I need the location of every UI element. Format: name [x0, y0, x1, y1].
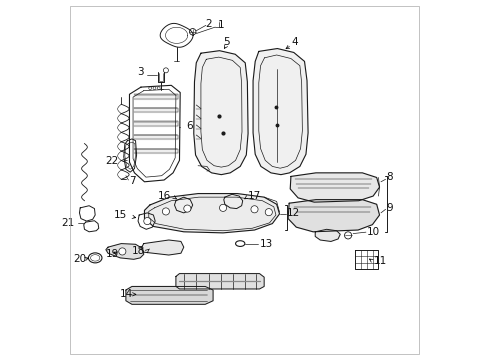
Text: 21: 21 [61, 218, 75, 228]
Polygon shape [174, 197, 192, 213]
Circle shape [183, 205, 190, 212]
Polygon shape [134, 108, 178, 112]
Text: 11: 11 [373, 256, 386, 266]
Text: 5: 5 [223, 37, 229, 48]
Polygon shape [253, 49, 307, 175]
Polygon shape [176, 274, 264, 289]
Text: 10: 10 [366, 227, 379, 237]
Circle shape [119, 248, 125, 255]
Text: 14: 14 [120, 289, 133, 299]
Polygon shape [193, 51, 247, 175]
Text: 1: 1 [218, 19, 224, 30]
Polygon shape [134, 149, 178, 153]
Text: 18: 18 [132, 246, 145, 256]
Text: 17: 17 [247, 191, 261, 201]
Text: 16: 16 [158, 191, 171, 201]
Polygon shape [315, 229, 340, 242]
Text: 13: 13 [259, 239, 272, 249]
Text: 12: 12 [286, 208, 299, 218]
Circle shape [250, 206, 258, 213]
Polygon shape [141, 240, 183, 255]
Polygon shape [290, 173, 379, 202]
Text: 3: 3 [137, 67, 143, 77]
Polygon shape [134, 94, 178, 99]
Text: 8: 8 [386, 172, 392, 183]
Text: 6: 6 [186, 121, 193, 131]
Circle shape [143, 217, 151, 225]
Text: 15: 15 [113, 210, 126, 220]
Polygon shape [287, 200, 379, 232]
Polygon shape [224, 194, 242, 208]
Text: 7: 7 [129, 176, 136, 186]
Polygon shape [106, 244, 143, 259]
Polygon shape [134, 135, 178, 139]
Circle shape [219, 204, 226, 211]
Circle shape [162, 208, 169, 215]
Polygon shape [144, 194, 279, 233]
Text: 22: 22 [105, 157, 119, 166]
Text: 9: 9 [386, 203, 392, 213]
Polygon shape [125, 287, 213, 304]
Text: 4: 4 [290, 37, 297, 48]
Text: 2: 2 [204, 18, 211, 28]
Polygon shape [134, 121, 178, 126]
Text: 20: 20 [73, 253, 86, 264]
Text: 19: 19 [106, 249, 119, 259]
Circle shape [264, 208, 272, 216]
